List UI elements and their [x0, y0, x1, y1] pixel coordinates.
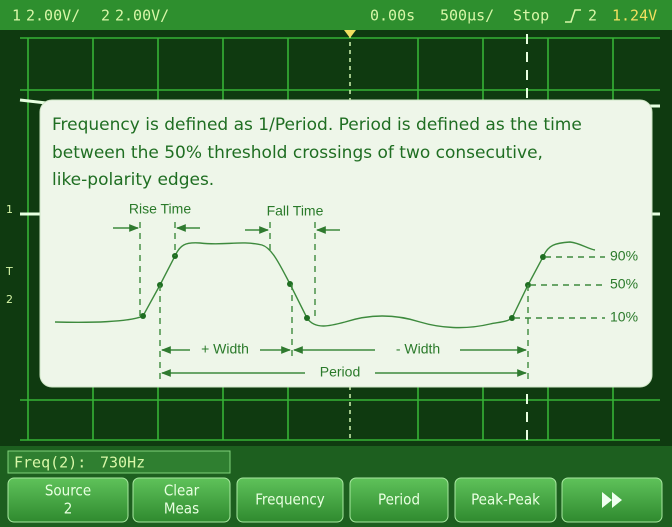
- neg-width-label: - Width: [396, 341, 440, 357]
- softkey[interactable]: Peak-Peak: [455, 478, 556, 522]
- softkey[interactable]: [562, 478, 662, 522]
- ch1-number: 1: [12, 7, 21, 25]
- softkey-label[interactable]: Peak-Peak: [471, 491, 540, 509]
- info-line: Frequency is defined as 1/Period. Period…: [52, 115, 582, 135]
- measurement-label: Freq(2):: [14, 454, 86, 472]
- softkey-label[interactable]: Period: [378, 491, 420, 509]
- softkey-label[interactable]: Clear: [164, 482, 200, 500]
- level-label: 90%: [610, 248, 638, 264]
- ch1-scale: 2.00V/: [26, 7, 80, 25]
- run-state: Stop: [513, 7, 549, 25]
- marker: 1: [6, 203, 13, 216]
- scope-screen: 1 2.00V/ 2 2.00V/ 0.00s 500µs/ Stop 2 1.…: [0, 0, 672, 527]
- page: {"header": {"ch1": "1", "ch1_scale": "2.…: [0, 0, 672, 527]
- time-scale: 500µs/: [440, 7, 494, 25]
- ch2-number: 2: [101, 7, 110, 25]
- info-line: like-polarity edges.: [52, 170, 214, 190]
- softkey[interactable]: Frequency: [237, 478, 343, 522]
- softkey-label[interactable]: 2: [64, 500, 73, 518]
- marker: 2: [6, 293, 13, 306]
- ch2-scale: 2.00V/: [115, 7, 169, 25]
- trigger-source: 2: [588, 7, 597, 25]
- level-label: 50%: [610, 276, 638, 292]
- info-line: between the 50% threshold crossings of t…: [52, 143, 543, 163]
- trigger-level: 1.24V: [612, 7, 657, 25]
- time-offset: 0.00s: [370, 7, 415, 25]
- softkey-label[interactable]: Meas: [164, 500, 199, 518]
- fall-time-label: Fall Time: [267, 203, 324, 219]
- marker: T: [5, 265, 13, 278]
- level-label: 10%: [610, 309, 638, 325]
- rise-time-label: Rise Time: [129, 201, 191, 217]
- softkey-label[interactable]: Source: [45, 482, 91, 500]
- softkey-label[interactable]: Frequency: [255, 491, 325, 509]
- pos-width-label: + Width: [201, 341, 249, 357]
- softkey[interactable]: Period: [350, 478, 448, 522]
- measurement-value: 730Hz: [100, 454, 145, 472]
- period-label: Period: [320, 364, 360, 380]
